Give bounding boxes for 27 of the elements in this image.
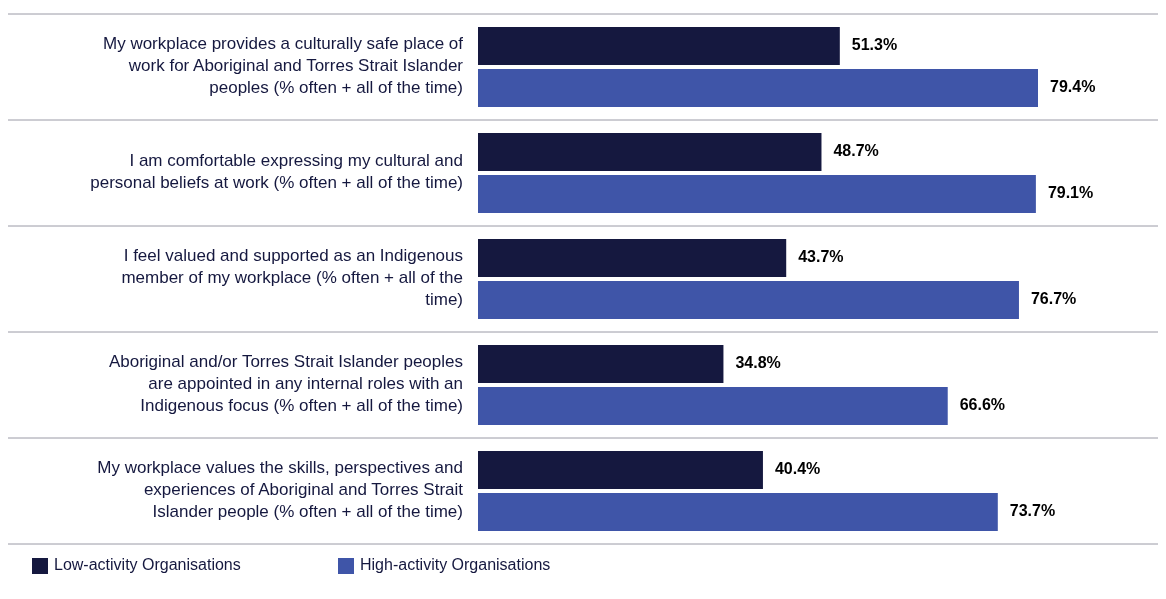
bar [478,69,1038,107]
bar [478,493,998,531]
data-label: 43.7% [798,248,844,266]
data-label: 34.8% [735,354,781,372]
data-label: 79.1% [1047,184,1094,202]
y-tick-label: I am comfortable expressing my cultural and personal beliefs at work (% often + all of the time) [90,151,463,193]
bar [478,27,840,65]
y-tick-label: Aboriginal and/or Torres Strait Islander peoples are appointed in any internal roles with an Indigenous focus (% often + all of the time) [108,352,463,416]
data-label: 40.4% [774,460,821,478]
bar [478,175,1036,213]
y-tick-label: My workplace values the skills, perspectives and experiences of Aboriginal and Torres Strait Islander people (% often + all of the time) [97,458,464,522]
legend-label: Low-activity Organisations [54,556,241,574]
bar [478,387,948,425]
bar [478,345,724,383]
bar [478,239,787,277]
y-tick-label: I feel valued and supported as an Indigenous member of my workplace (% often + all of the time) [121,246,463,310]
y-tick-label: My workplace provides a culturally safe place of work for Aboriginal and Torres Strait Islander peoples (% often + all of the time) [103,34,464,98]
data-label: 48.7% [833,142,879,160]
data-label: 76.7% [1030,290,1077,308]
legend-label: High-activity Organisations [360,556,551,574]
data-label: 79.4% [1050,78,1096,96]
data-label: 66.6% [959,396,1006,414]
data-label: 51.3% [851,36,898,54]
bar [478,451,763,489]
bar [478,281,1019,319]
bar [478,133,822,171]
data-label: 73.7% [1009,502,1056,520]
